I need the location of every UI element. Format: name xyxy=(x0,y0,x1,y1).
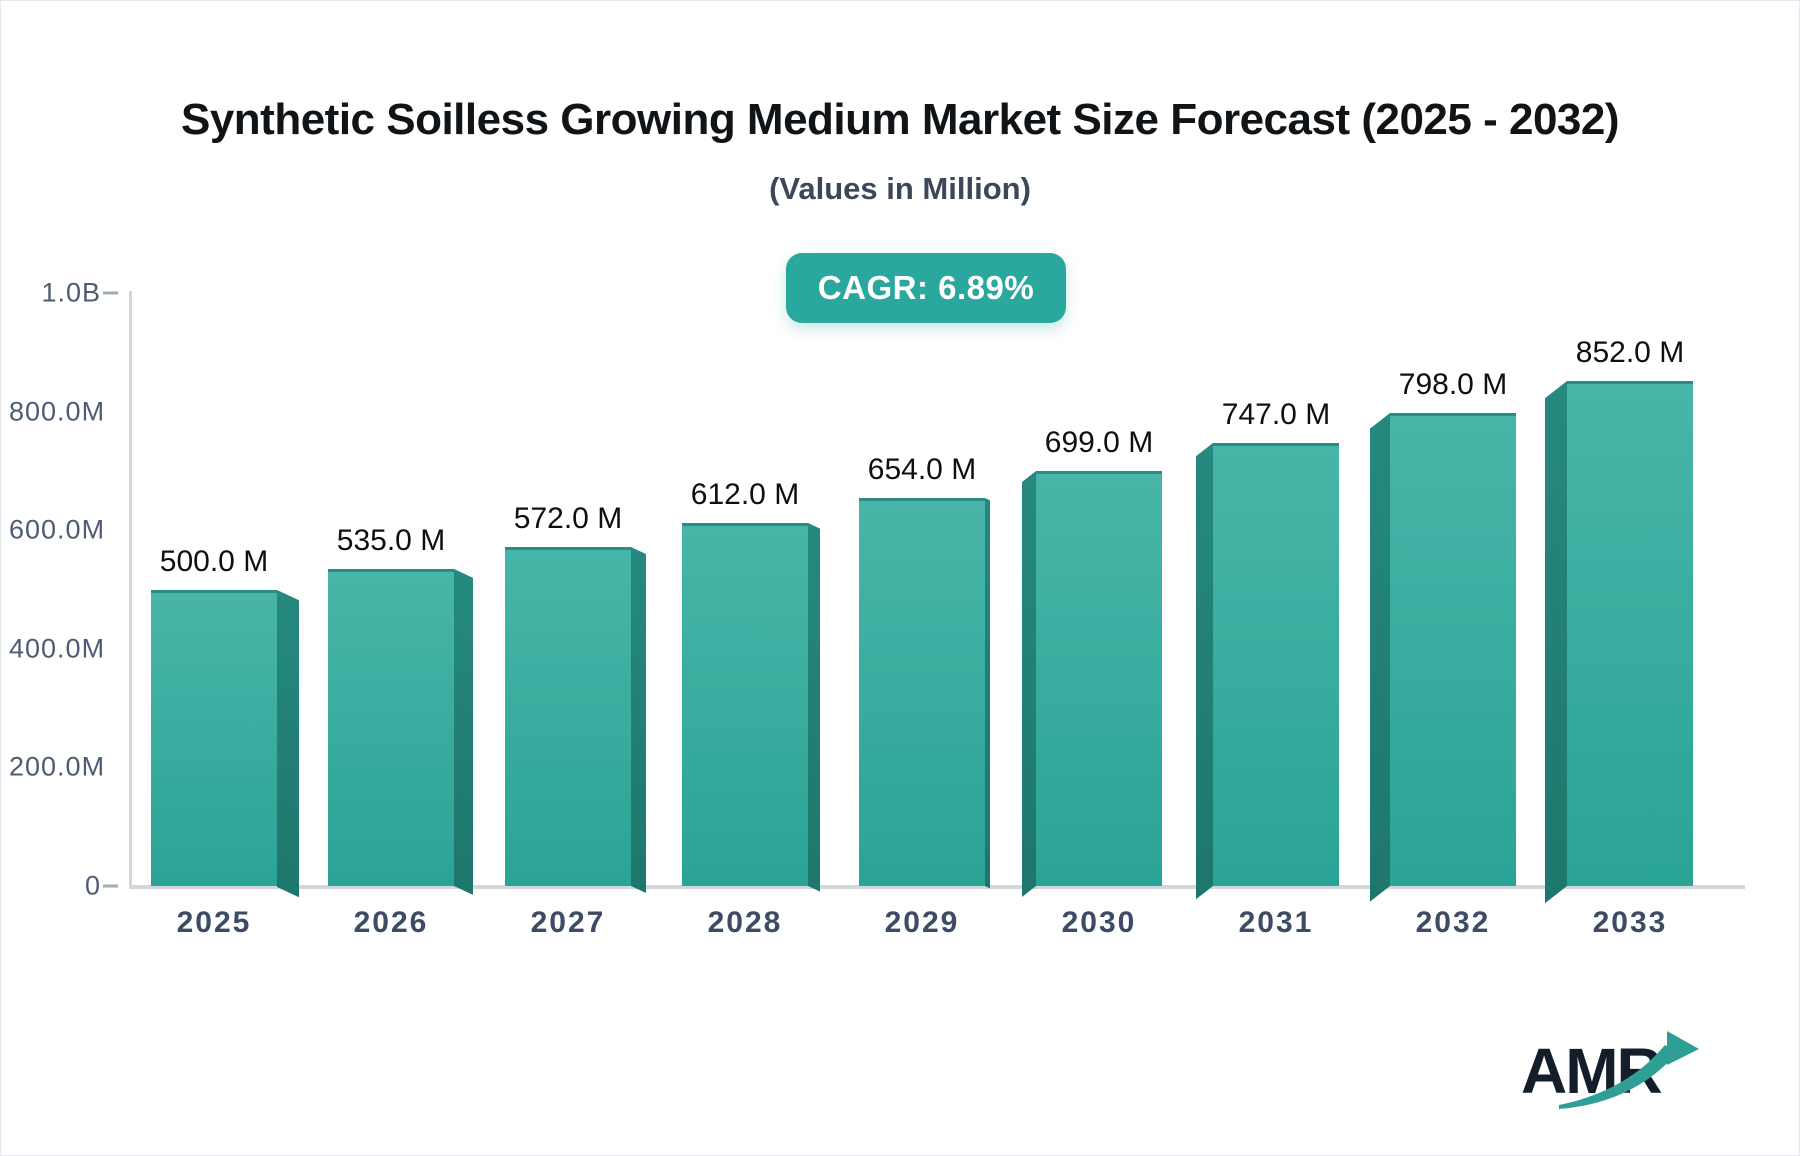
y-axis-tick-label-200.0M: 200.0M xyxy=(9,751,106,782)
chart-title: Synthetic Soilless Growing Medium Market… xyxy=(180,95,1620,144)
bar-2033 xyxy=(1567,380,1693,886)
growth-arrow-icon xyxy=(1559,1031,1699,1109)
y-axis-tick-label-400.0M: 400.0M xyxy=(9,633,106,664)
bar-side-2033 xyxy=(1545,380,1567,904)
y-axis-tick-dash xyxy=(103,884,118,888)
bar-2026 xyxy=(328,568,454,886)
chart-subtitle: (Values in Million) xyxy=(769,171,1031,206)
bar-value-label-2031: 747.0 M xyxy=(1221,398,1331,432)
x-axis-label-2032: 2032 xyxy=(1415,906,1491,939)
bar-value-label-2032: 798.0 M xyxy=(1398,367,1508,401)
y-axis-tick-label-800.0M: 800.0M xyxy=(9,396,106,427)
x-axis-label-2031: 2031 xyxy=(1238,906,1314,939)
bar-2032 xyxy=(1390,412,1516,886)
cagr-badge-label: CAGR: 6.89% xyxy=(817,269,1035,306)
bar-2029 xyxy=(859,498,985,886)
bar-value-label-2026: 535.0 M xyxy=(336,523,446,557)
bar-value-label-2028: 612.0 M xyxy=(690,478,800,512)
y-axis-tick-label-1.0B: 1.0B xyxy=(41,277,101,308)
bar-2025 xyxy=(151,589,277,886)
bar-value-label-2029: 654.0 M xyxy=(867,453,977,487)
x-axis-label-2025: 2025 xyxy=(176,906,252,939)
x-axis-label-2030: 2030 xyxy=(1061,906,1137,939)
bar-2027 xyxy=(505,546,631,886)
bar-value-label-2030: 699.0 M xyxy=(1044,426,1154,460)
x-axis-label-2033: 2033 xyxy=(1592,906,1668,939)
x-axis-label-2029: 2029 xyxy=(884,906,960,939)
bar-side-2031 xyxy=(1196,443,1213,900)
bar-value-label-2033: 852.0 M xyxy=(1575,335,1685,369)
x-axis-label-2026: 2026 xyxy=(353,906,429,939)
x-axis-line xyxy=(129,885,1745,889)
bar-side-2032 xyxy=(1370,412,1390,902)
bar-value-label-2027: 572.0 M xyxy=(513,501,623,535)
y-axis-line xyxy=(129,291,132,888)
bar-2030 xyxy=(1036,471,1162,886)
y-axis-tick-dash xyxy=(103,291,118,295)
y-axis-tick-label-0: 0 xyxy=(84,870,101,901)
cagr-badge: CAGR: 6.89% xyxy=(786,253,1066,323)
bar-side-2025 xyxy=(277,589,299,897)
bar-2028 xyxy=(682,523,808,886)
bar-side-2029 xyxy=(985,498,990,889)
bar-side-2028 xyxy=(808,523,820,892)
x-axis-label-2028: 2028 xyxy=(707,906,783,939)
bar-value-label-2025: 500.0 M xyxy=(159,544,269,578)
amr-logo: AMR xyxy=(1521,1031,1699,1109)
bar-2031 xyxy=(1213,443,1339,886)
x-axis-label-2027: 2027 xyxy=(530,906,606,939)
bar-side-2027 xyxy=(631,546,646,893)
y-axis-tick-label-600.0M: 600.0M xyxy=(9,514,106,545)
bar-side-2026 xyxy=(454,568,473,895)
bar-side-2030 xyxy=(1022,471,1036,897)
